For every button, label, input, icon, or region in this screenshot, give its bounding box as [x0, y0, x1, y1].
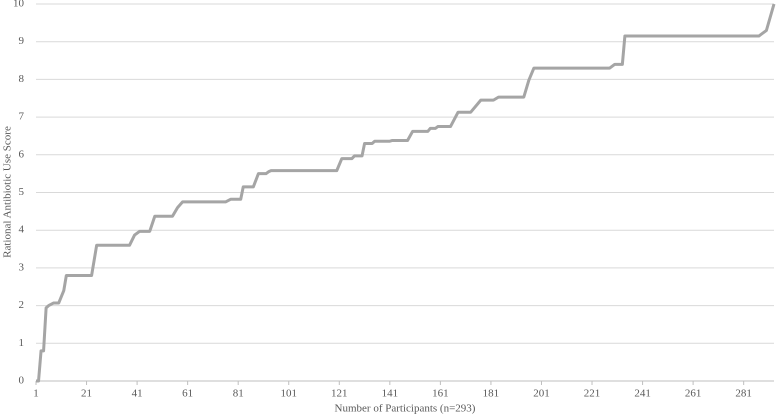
y-tick-label: 6: [19, 148, 25, 160]
x-tick-label: 81: [233, 388, 244, 400]
x-tick-label: 221: [584, 388, 601, 400]
x-tick-label: 1: [33, 388, 39, 400]
x-tick-label: 201: [533, 388, 550, 400]
data-line: [36, 3, 776, 383]
x-tick-label: 161: [432, 388, 449, 400]
y-tick-label: 10: [13, 0, 25, 10]
x-tick-label: 21: [81, 388, 92, 400]
x-tick-label: 121: [331, 388, 348, 400]
x-tick-label: 41: [132, 388, 143, 400]
x-tick-label: 101: [280, 388, 297, 400]
y-tick-label: 1: [19, 337, 25, 349]
y-tick-label: 4: [19, 224, 25, 236]
x-tick-label: 61: [182, 388, 193, 400]
x-tick-label: 241: [634, 388, 651, 400]
y-tick-label: 9: [19, 35, 25, 47]
y-tick-label: 2: [19, 299, 25, 311]
x-tick-label: 181: [483, 388, 500, 400]
x-axis-title: Number of Participants (n=293): [335, 403, 476, 415]
x-tick-label: 281: [735, 388, 752, 400]
y-tick-label: 8: [19, 73, 25, 85]
x-tick-label: 261: [685, 388, 702, 400]
y-axis-title: Rational Antibiotic Use Score: [2, 126, 14, 258]
x-tick-label: 141: [382, 388, 399, 400]
y-tick-label: 3: [19, 261, 25, 273]
y-tick-label: 7: [19, 111, 25, 123]
y-tick-label: 0: [19, 375, 25, 387]
y-tick-label: 5: [19, 186, 25, 198]
